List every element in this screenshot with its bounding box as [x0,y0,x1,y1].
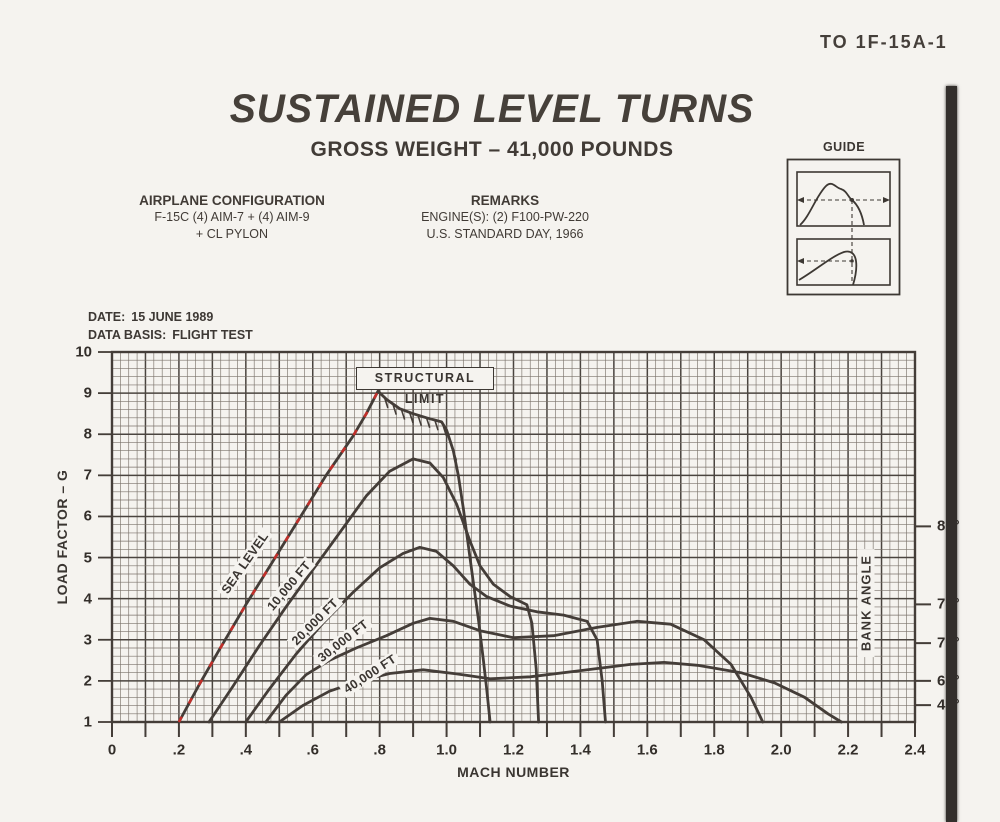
remarks-line: ENGINE(S): (2) F100-PW-220 [421,210,589,224]
date-label: DATE: [88,310,126,324]
bank-angle-axis-title: BANK ANGLE [857,548,875,658]
x-tick-label: .8 [373,741,386,759]
structural-limit-hatch [392,404,398,415]
scan-artifact-bar [946,86,957,822]
structural-limit-hatch [425,417,431,429]
data-basis-row: DATA BASIS: FLIGHT TEST [88,327,253,345]
guide-thumbnail [786,158,901,301]
remarks-line: U.S. STANDARD DAY, 1966 [426,227,584,241]
x-axis-title: MACH NUMBER [457,764,570,780]
structural-limit-hatch [452,450,458,461]
doc-reference: TO 1F-15A-1 [820,32,948,52]
y-tick-label: 8 [83,425,92,443]
structural-limit-hatch [400,409,406,420]
page-title: SUSTAINED LEVEL TURNS [229,87,755,132]
structural-limit-hatch [409,412,414,424]
structural-limit-annotation: STRUCTURAL LIMIT [356,367,494,406]
date-value: 15 JUNE 1989 [131,310,214,324]
x-tick-label: 1.2 [503,741,524,759]
y-axis-title: LOAD FACTOR – G [54,469,70,605]
structural-limit-hatch [383,397,389,409]
configuration-line: + CL PYLON [195,227,269,241]
y-tick-label: 2 [83,672,92,690]
meta-block: DATE: 15 JUNE 1989 DATA BASIS: FLIGHT TEST [88,309,253,344]
y-tick-label: 5 [83,549,92,567]
x-tick-label: 1.4 [569,741,591,759]
data-basis-value: FLIGHT TEST [172,327,253,342]
x-tick-label: 2.0 [770,741,792,759]
y-tick-label: 7 [83,466,92,484]
x-tick-label: 1.0 [436,741,458,759]
guide-diagram-icon [786,158,901,296]
structural-limit-hatch [434,420,439,431]
configuration-line: F-15C (4) AIM-7 + (4) AIM-9 [154,210,310,224]
configuration-heading: AIRPLANE CONFIGURATION [139,193,325,208]
x-tick-label: .4 [239,741,253,759]
remarks-block: REMARKS ENGINE(S): (2) F100-PW-220 U.S. … [355,192,655,243]
page-subtitle: GROSS WEIGHT – 41,000 POUNDS [310,138,674,161]
x-tick-label: 2.2 [837,741,859,759]
structural-limit-hatch [442,425,448,437]
x-tick-label: .2 [172,741,186,759]
y-tick-label: 10 [75,343,92,361]
guide-heading: GUIDE [822,140,866,154]
remarks-heading: REMARKS [470,193,540,208]
x-tick-label: 0 [107,741,117,759]
y-tick-label: 3 [83,631,92,649]
x-tick-label: 1.6 [636,741,658,759]
structural-limit-hatch [447,436,453,447]
y-tick-label: 6 [83,507,92,525]
x-tick-label: 1.8 [703,741,725,759]
airplane-configuration-block: AIRPLANE CONFIGURATION F-15C (4) AIM-7 +… [82,192,382,243]
y-tick-label: 9 [83,384,92,402]
curve-10-000-ft [207,457,540,724]
date-row: DATE: 15 JUNE 1989 [88,309,253,327]
x-tick-label: .6 [306,741,319,759]
structural-limit-hatch [417,415,423,426]
y-tick-label: 1 [83,713,92,731]
y-tick-label: 4 [83,590,92,608]
data-basis-label: DATA BASIS: [88,327,167,342]
x-tick-label: 2.4 [904,741,926,759]
curve-sea-level [177,389,492,724]
red-reference-dashes [177,390,380,723]
